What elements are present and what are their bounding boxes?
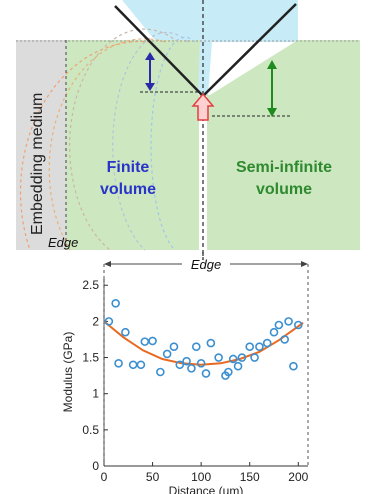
data-point [169, 342, 179, 351]
data-point [114, 359, 123, 368]
data-point [224, 367, 233, 377]
data-point [214, 353, 223, 362]
data-point [175, 360, 185, 370]
data-point [280, 335, 289, 344]
semi-infinite-label-line2: volume [256, 181, 312, 198]
data-point [228, 354, 238, 364]
embedding-medium-label: Embedding medium [29, 93, 46, 235]
x-tick-label: 50 [146, 470, 160, 484]
embedding-medium-strip [16, 40, 66, 250]
finite-volume-label-line2: volume [100, 181, 156, 198]
data-point [162, 349, 172, 359]
data-point [128, 360, 138, 370]
x-tick-label: 200 [288, 470, 308, 484]
sample-body [16, 40, 360, 250]
data-point [262, 338, 272, 348]
stress-contours [19, 28, 196, 251]
indenter-left-face [114, 5, 204, 97]
data-point [250, 353, 259, 362]
y-tick-label: 1.5 [82, 351, 99, 365]
y-axis-label: Modulus (GPa) [61, 332, 75, 413]
data-point [148, 336, 157, 346]
fit-curve [103, 320, 304, 366]
y-tick-label: 2.5 [82, 278, 99, 292]
data-point [245, 342, 255, 351]
green-depth-arrow [267, 60, 277, 117]
data-point [255, 342, 264, 351]
y-tick-label: 1 [92, 387, 99, 401]
edge-arrow-right-head [301, 261, 308, 267]
data-point [156, 367, 165, 377]
data-point [191, 342, 201, 351]
data-point [293, 320, 303, 330]
data-point [104, 317, 114, 326]
data-point [233, 361, 243, 371]
finite-volume-label-line1: Finite [107, 159, 150, 176]
x-tick-label: 150 [240, 470, 260, 484]
red-indent-arrow [191, 92, 215, 121]
modulus-chart: Edge 0 50 100 150 200 0 0.5 1 1.5 2 2.5 Distance (um… [61, 258, 309, 494]
y-tick-label: 0 [92, 459, 99, 473]
data-point [274, 320, 284, 330]
data-point [136, 360, 146, 370]
data-point [284, 317, 293, 326]
data-point [182, 356, 191, 366]
semi-infinite-label-line1: Semi-infinite [236, 159, 332, 176]
data-point [187, 364, 196, 373]
contour-arc-3 [69, 28, 179, 251]
data-point [140, 337, 150, 346]
edge-label-left: Edge [48, 235, 78, 250]
data-point [111, 299, 120, 308]
data-point [201, 369, 211, 378]
x-tick-label: 100 [191, 470, 211, 484]
blue-depth-arrow [145, 52, 155, 91]
edge-arrow-left-head [104, 261, 111, 267]
data-point [237, 353, 247, 362]
data-point [121, 327, 130, 337]
indentation-diagram: Embedding medium Edge Finite volume Semi… [16, 0, 360, 260]
data-point [206, 338, 216, 348]
y-tick-label: 0.5 [82, 423, 99, 437]
x-tick-label: 0 [101, 470, 108, 484]
data-point [269, 327, 279, 337]
x-axis-label: Distance (um) [169, 484, 244, 494]
y-tick-label: 2 [92, 314, 99, 328]
data-point [289, 361, 298, 371]
water-region [122, 0, 298, 95]
data-point [196, 359, 206, 368]
edge-label-top: Edge [191, 258, 221, 272]
contour-arc-2 [48, 38, 166, 251]
indenter-right-face [202, 3, 297, 97]
